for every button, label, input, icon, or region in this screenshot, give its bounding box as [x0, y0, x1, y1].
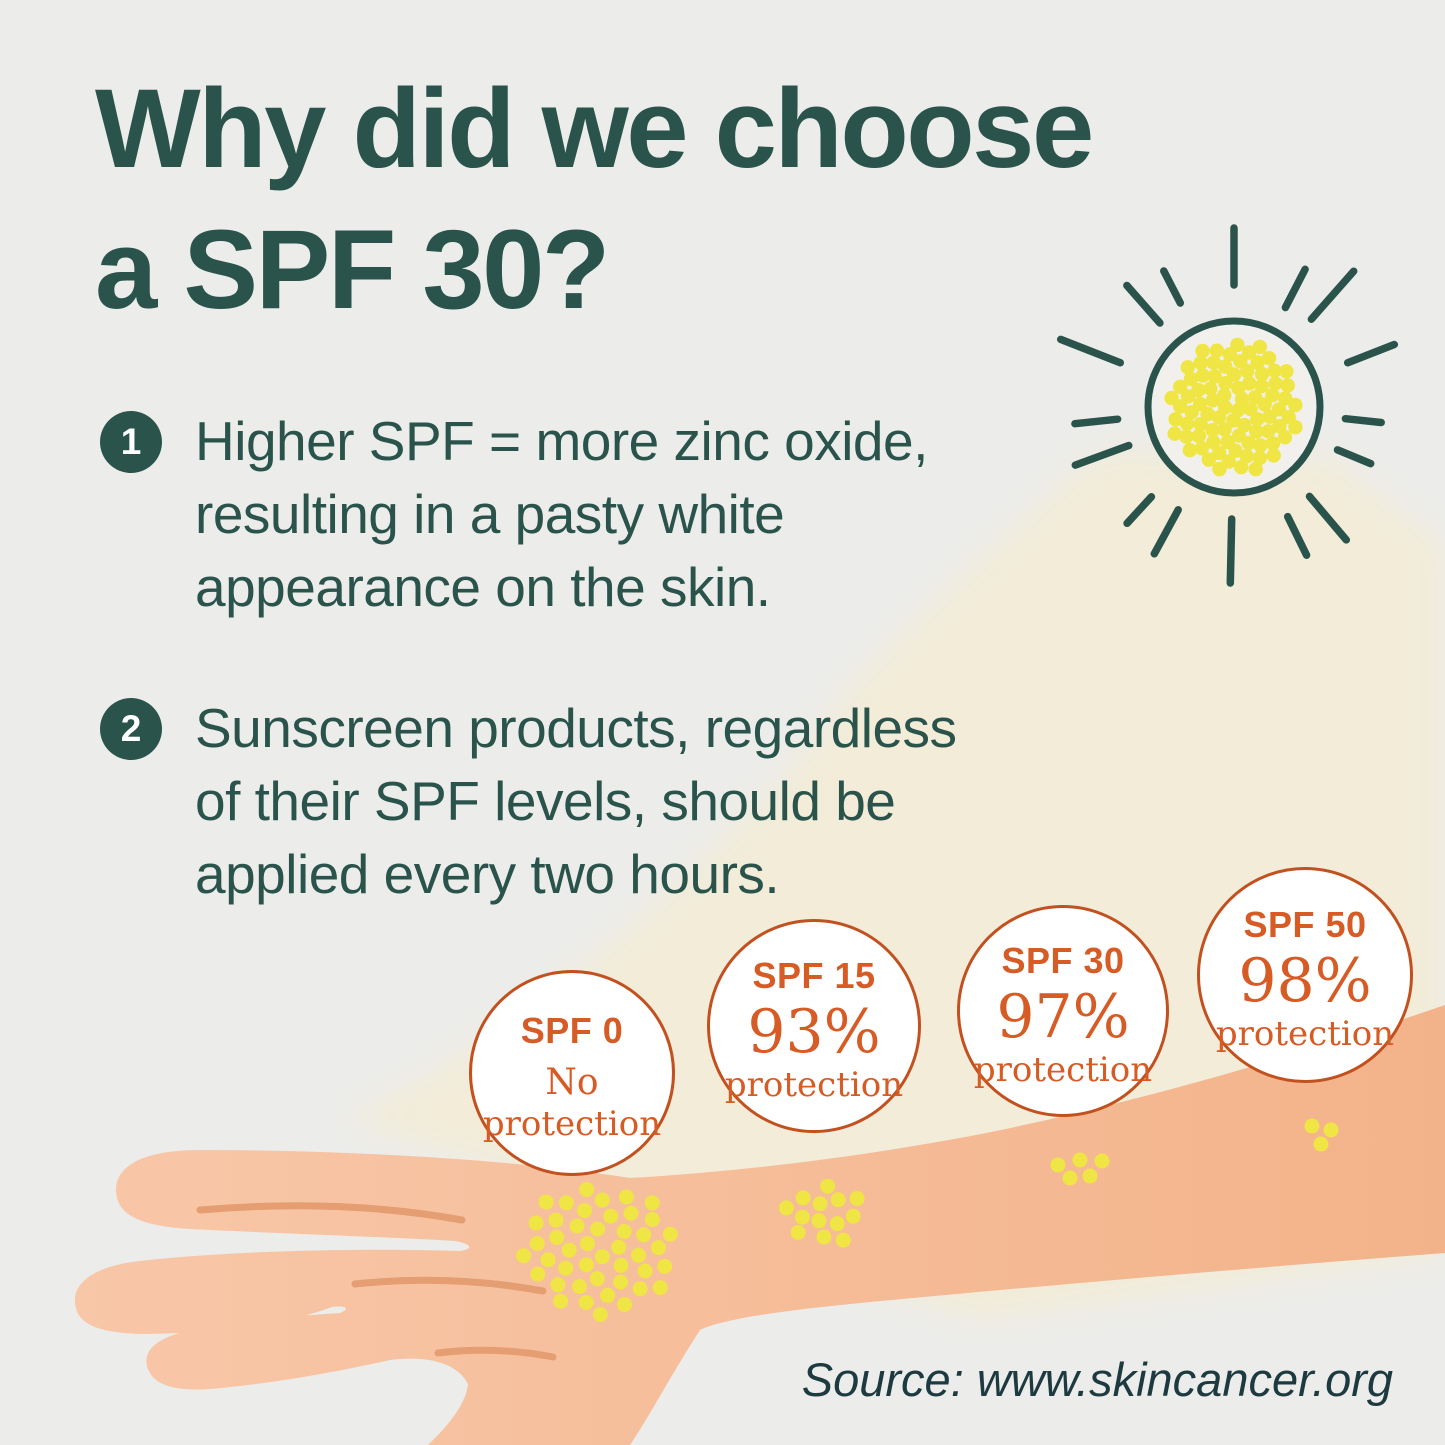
arm-illustration — [74, 1005, 1445, 1445]
spf-0-value: No — [545, 1061, 599, 1103]
spf-30-label: SPF 30 — [1001, 939, 1125, 981]
spf-50-value: 98% — [1238, 945, 1372, 1016]
page-title: Why did we choose a SPF 30? — [95, 66, 1094, 333]
spf-30-sublabel: protection — [973, 1049, 1153, 1090]
spf-30-value: 97% — [996, 981, 1130, 1052]
spf-15-label: SPF 15 — [752, 954, 876, 996]
point-2: 2 Sunscreen products, regardless of thei… — [100, 692, 957, 911]
point-1-text: Higher SPF = more zinc oxide, resulting … — [195, 410, 928, 618]
spf-15-circle: SPF 15 93% protection — [707, 919, 921, 1133]
spf-0-sublabel: protection — [482, 1104, 662, 1145]
spf-30-circle: SPF 30 97% protection — [957, 905, 1169, 1117]
spf-50-circle: SPF 50 98% protection — [1197, 867, 1413, 1083]
point-1: 1 Higher SPF = more zinc oxide, resultin… — [100, 405, 928, 624]
source-text: Source: www.skincancer.org — [801, 1353, 1393, 1406]
finger-crease — [434, 1346, 557, 1361]
spf-15-sublabel: protection — [724, 1064, 904, 1105]
sunscreen-dots — [516, 1118, 1339, 1322]
spf-15-value: 93% — [747, 996, 881, 1067]
sun-icon — [1056, 224, 1399, 587]
point-2-text: Sunscreen products, regardless of their … — [195, 697, 957, 905]
point-2-number-badge: 2 — [100, 698, 162, 760]
spf-50-label: SPF 50 — [1243, 903, 1367, 945]
finger-crease — [351, 1276, 547, 1295]
spf-50-sublabel: protection — [1215, 1013, 1395, 1054]
point-1-number-badge: 1 — [100, 411, 162, 473]
spf-0-label: SPF 0 — [520, 1009, 624, 1051]
spf-0-circle: SPF 0 No protection — [469, 970, 675, 1176]
finger-crease — [196, 1202, 466, 1224]
